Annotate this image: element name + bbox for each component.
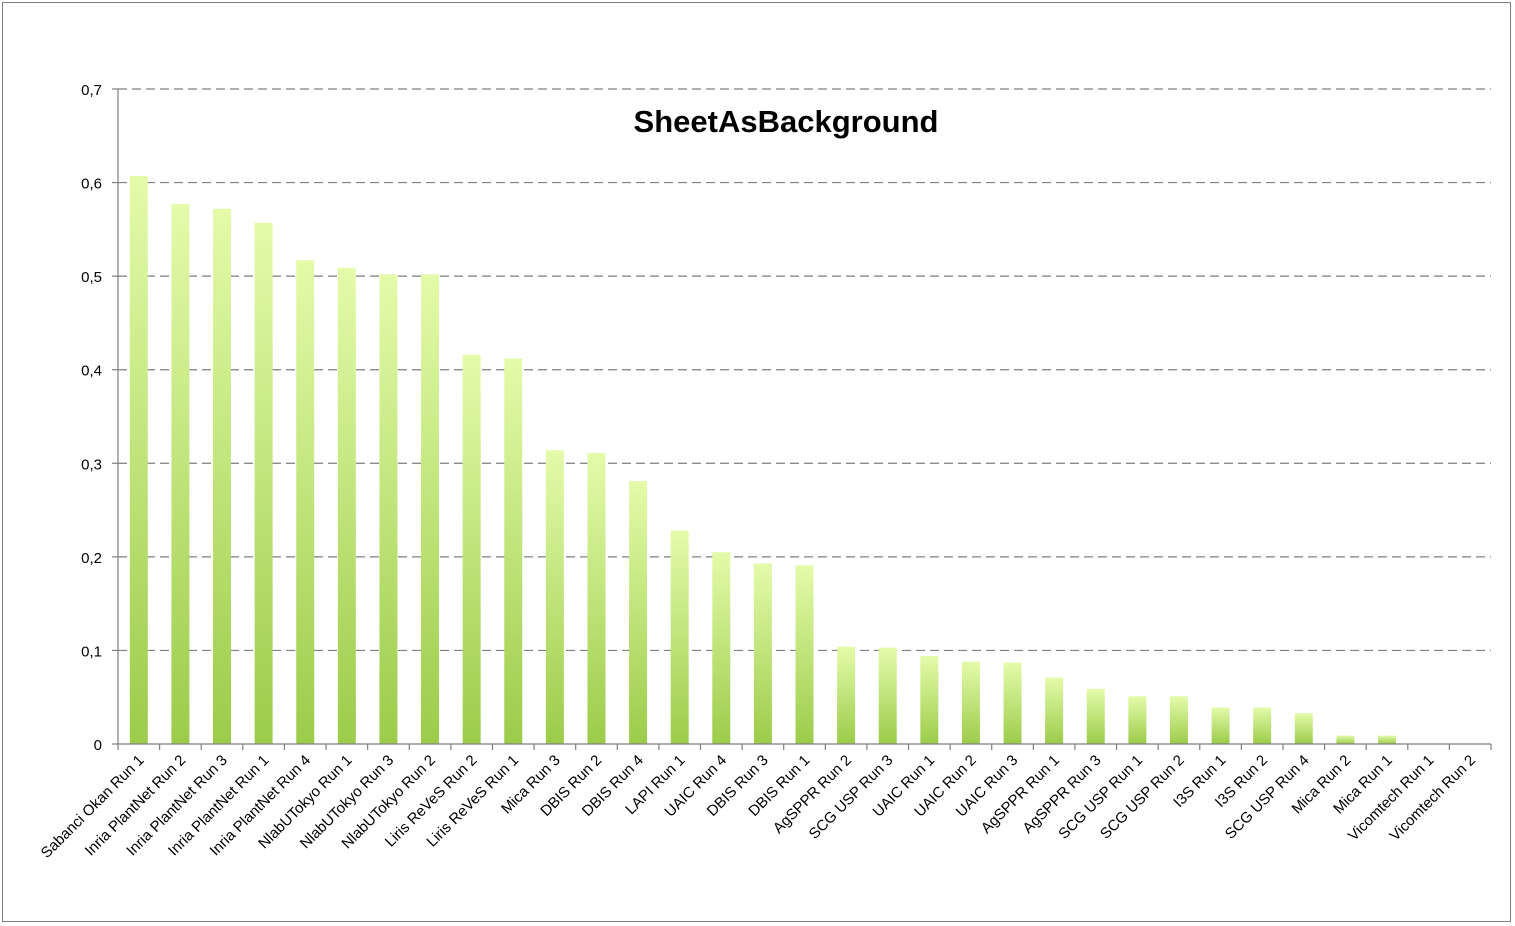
bar: [1336, 735, 1355, 744]
bar: [920, 656, 939, 744]
bar: [1128, 696, 1147, 744]
bar: [421, 274, 440, 744]
y-tick-label: 0,1: [81, 643, 102, 660]
bar: [1169, 696, 1188, 744]
bar: [504, 358, 523, 744]
bar: [1045, 677, 1064, 744]
bar: [670, 530, 689, 744]
bar: [712, 552, 731, 744]
bars: [129, 176, 1396, 745]
bar: [961, 661, 980, 744]
bar: [1086, 688, 1105, 744]
y-tick-label: 0,5: [81, 269, 102, 286]
axes: [112, 88, 1492, 750]
chart-title: SheetAsBackground: [634, 104, 939, 139]
bar: [129, 176, 148, 744]
bar: [1294, 713, 1313, 744]
y-tick-label: 0,6: [81, 176, 102, 193]
bar: [213, 208, 232, 744]
bar: [587, 452, 606, 744]
bar: [837, 646, 856, 744]
bar: [337, 267, 356, 744]
bar: [171, 204, 190, 745]
y-tick-label: 0,2: [81, 550, 102, 567]
bar: [379, 274, 398, 744]
bar: [296, 260, 315, 744]
bar: [254, 222, 273, 745]
y-tick-label: 0,7: [81, 82, 102, 99]
y-tick-label: 0: [94, 737, 102, 754]
bar: [753, 563, 772, 744]
bar: [1377, 735, 1396, 744]
y-tick-labels: 0 0,1 0,2 0,3 0,4 0,5 0,6 0,7: [81, 82, 102, 754]
bar: [1211, 707, 1230, 744]
bar: [1253, 707, 1272, 744]
bar: [878, 647, 897, 744]
bar: [795, 565, 814, 744]
bar: [1003, 662, 1022, 744]
bar: [462, 354, 481, 744]
y-tick-label: 0,4: [81, 363, 102, 380]
bar: [629, 481, 648, 744]
y-tick-label: 0,3: [81, 456, 102, 473]
bar: [545, 450, 564, 744]
